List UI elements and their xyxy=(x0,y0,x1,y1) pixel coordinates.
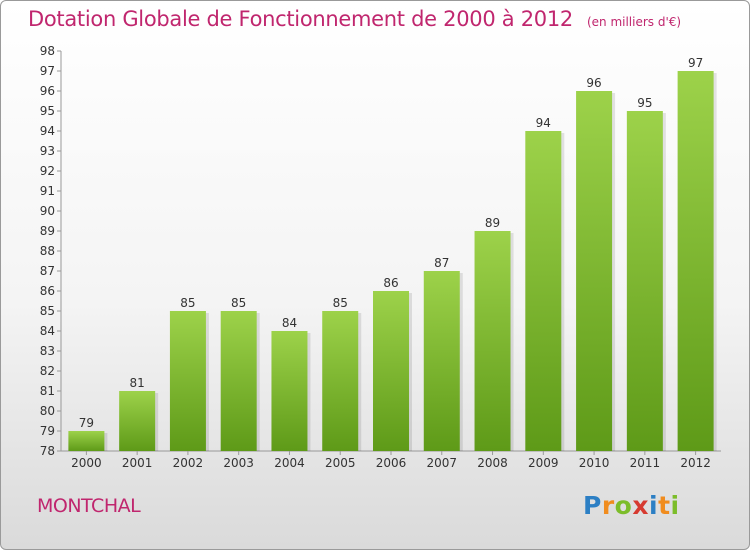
data-label: 81 xyxy=(130,376,145,390)
y-tick-label: 86 xyxy=(40,284,55,298)
bar-2011 xyxy=(626,111,663,451)
data-label: 95 xyxy=(637,96,652,110)
x-tick-label: 2009 xyxy=(528,456,559,470)
data-label: 97 xyxy=(688,56,703,70)
data-label: 85 xyxy=(231,296,246,310)
data-label: 96 xyxy=(586,76,601,90)
chart-axes: 78 79 80 81 82 83 84 85 86 87 88 89 90 91 92 93 94 95 96 97… xyxy=(40,44,721,470)
y-tick-label: 83 xyxy=(40,344,55,358)
chart-title: Dotation Globale de Fonctionnement de 20… xyxy=(28,7,573,31)
bar-2000 xyxy=(68,431,105,451)
y-tick-label: 88 xyxy=(40,244,55,258)
y-tick-label: 93 xyxy=(40,144,55,158)
bar-2009 xyxy=(525,131,562,451)
bar-2003 xyxy=(220,311,257,451)
x-tick-label: 2010 xyxy=(579,456,610,470)
x-tick-label: 2012 xyxy=(680,456,711,470)
bar-2008 xyxy=(474,231,511,451)
y-tick-label: 90 xyxy=(40,204,55,218)
data-label: 85 xyxy=(180,296,195,310)
y-tick-label: 81 xyxy=(40,384,55,398)
x-tick-label: 2003 xyxy=(223,456,254,470)
bar-2004 xyxy=(271,331,308,451)
y-tick-label: 96 xyxy=(40,84,55,98)
bar-2001 xyxy=(119,391,156,451)
data-label: 87 xyxy=(434,256,449,270)
chart-title-block: Dotation Globale de Fonctionnement de 20… xyxy=(28,7,681,31)
x-tick-label: 2002 xyxy=(173,456,204,470)
chart-subtitle: (en milliers d'€) xyxy=(586,15,682,29)
bar-2002 xyxy=(169,311,206,451)
commune-name: MONTCHAL xyxy=(37,495,141,517)
bar-2012 xyxy=(677,71,714,451)
bar-2010 xyxy=(576,91,613,451)
bar-2007 xyxy=(423,271,460,451)
y-tick-label: 94 xyxy=(40,124,55,138)
y-tick-label: 80 xyxy=(40,404,55,418)
data-label: 79 xyxy=(79,416,94,430)
bar-2006 xyxy=(373,291,409,451)
y-tick-label: 95 xyxy=(40,104,55,118)
y-tick-label: 91 xyxy=(40,184,55,198)
y-tick-label: 84 xyxy=(40,324,55,338)
y-tick-label: 87 xyxy=(40,264,55,278)
y-tick-label: 85 xyxy=(40,304,55,318)
x-tick-label: 2008 xyxy=(477,456,508,470)
x-tick-label: 2011 xyxy=(630,456,661,470)
proxiti-logo[interactable]: Proxiti xyxy=(583,491,680,520)
data-label: 86 xyxy=(383,276,398,290)
data-label: 85 xyxy=(333,296,348,310)
chart-bars xyxy=(68,71,717,451)
y-tick-label: 82 xyxy=(40,364,55,378)
y-tick-label: 92 xyxy=(40,164,55,178)
x-tick-label: 2004 xyxy=(274,456,305,470)
x-tick-label: 2001 xyxy=(122,456,153,470)
y-tick-label: 79 xyxy=(40,424,55,438)
bar-2005 xyxy=(322,311,359,451)
y-tick-label: 89 xyxy=(40,224,55,238)
x-tick-label: 2000 xyxy=(71,456,102,470)
data-label: 89 xyxy=(485,216,500,230)
data-label: 94 xyxy=(536,116,551,130)
chart-data-labels: 79 81 85 85 84 85 86 87 89 94 96 95 97 xyxy=(79,56,704,430)
y-tick-label: 97 xyxy=(40,64,55,78)
y-tick-label: 78 xyxy=(40,444,55,458)
x-tick-label: 2007 xyxy=(426,456,457,470)
x-tick-label: 2006 xyxy=(376,456,407,470)
x-tick-label: 2005 xyxy=(325,456,356,470)
y-tick-label: 98 xyxy=(40,44,55,58)
data-label: 84 xyxy=(282,316,297,330)
